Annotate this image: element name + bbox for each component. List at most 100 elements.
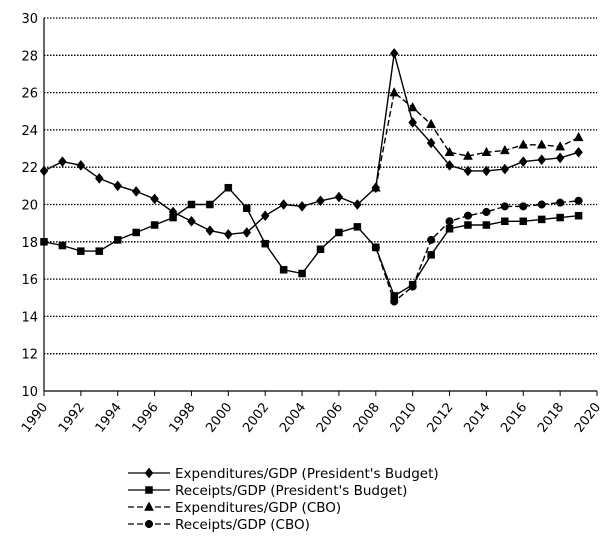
data-point: [334, 191, 344, 203]
data-point: [463, 211, 473, 220]
legend-item: Expenditures/GDP (CBO): [128, 500, 341, 516]
data-point: [499, 144, 510, 155]
legend-label: Expenditures/GDP (President's Budget): [175, 466, 439, 482]
data-point: [537, 154, 547, 166]
x-tick-label: 2008: [351, 400, 383, 435]
grid-lines: [44, 17, 597, 355]
data-point: [407, 101, 418, 112]
legend-label: Expenditures/GDP (CBO): [175, 500, 341, 516]
data-point: [279, 199, 288, 210]
data-point: [224, 228, 233, 240]
data-point: [555, 141, 566, 151]
data-point: [537, 200, 546, 209]
data-point: [316, 245, 325, 254]
x-tick-label: 2006: [314, 400, 346, 435]
data-point: [574, 146, 583, 158]
data-point: [500, 163, 510, 175]
data-point: [536, 139, 547, 149]
legend-item: Receipts/GDP (President's Budget): [128, 483, 407, 499]
data-point: [445, 217, 454, 226]
series-line: [375, 91, 579, 188]
x-tick-label: 1998: [166, 400, 198, 435]
legend-marker: [144, 501, 154, 511]
y-tick-label: 22: [21, 161, 38, 176]
x-tick-label: 2004: [277, 400, 309, 435]
data-point: [556, 198, 565, 207]
legend-item: Expenditures/GDP (President's Budget): [128, 466, 439, 482]
data-point: [353, 223, 362, 231]
data-point: [445, 224, 454, 233]
series-line: [43, 53, 579, 236]
y-tick-label: 28: [21, 49, 38, 64]
data-point: [58, 156, 67, 168]
data-point: [445, 159, 454, 171]
x-tick-label: 2020: [572, 400, 602, 435]
data-point: [131, 186, 141, 197]
data-point: [224, 183, 233, 192]
x-tick-labels: 1990 1992 1994 1996 1998 2000 2002 2004 2006 2008…: [19, 400, 602, 435]
legend-label: Receipts/GDP (President's Budget): [175, 483, 407, 499]
series-square: [40, 183, 583, 300]
data-point: [573, 131, 584, 142]
data-point: [426, 118, 437, 129]
legend: Expenditures/GDP (President's Budget)Rec…: [128, 466, 439, 533]
y-tick-labels: 10 12 14 16 18 20 22 24 26 28 30: [21, 12, 38, 400]
x-tick-label: 2016: [498, 400, 530, 435]
data-point: [77, 247, 85, 255]
x-tick-label: 2002: [240, 400, 272, 435]
data-point: [113, 180, 123, 192]
data-point: [39, 165, 49, 177]
data-point: [76, 159, 86, 171]
x-tick-label: 2000: [203, 400, 235, 435]
data-point: [390, 297, 399, 306]
data-point: [482, 207, 491, 217]
legend-marker: [144, 467, 154, 479]
data-point: [243, 204, 251, 212]
data-point: [501, 217, 509, 226]
data-point: [316, 195, 325, 207]
data-point: [482, 221, 491, 229]
data-point: [113, 236, 122, 244]
y-tick-label: 24: [21, 124, 38, 139]
data-point: [132, 228, 140, 237]
x-tick-label: 1992: [56, 400, 88, 435]
y-tick-label: 10: [21, 385, 38, 400]
series-diamond: [39, 48, 583, 240]
y-tick-label: 18: [21, 236, 38, 251]
data-point: [426, 137, 436, 149]
data-point: [40, 238, 48, 246]
axes: [43, 18, 598, 396]
data-point: [205, 225, 215, 237]
data-point: [556, 213, 564, 222]
data-point: [574, 196, 583, 205]
x-tick-label: 2010: [388, 400, 420, 435]
data-point: [444, 146, 455, 157]
data-point: [260, 210, 270, 222]
data-point: [500, 202, 509, 211]
y-tick-label: 12: [21, 348, 38, 363]
data-point: [150, 193, 159, 205]
data-point: [298, 269, 306, 278]
data-point: [519, 202, 528, 211]
data-point: [335, 228, 343, 237]
data-point: [371, 243, 380, 252]
y-tick-label: 14: [21, 310, 38, 325]
data-point: [408, 282, 417, 291]
data-point: [518, 156, 528, 168]
data-point: [519, 217, 528, 226]
y-tick-label: 30: [21, 12, 38, 27]
series-triangle: [370, 87, 584, 192]
data-point: [427, 251, 435, 259]
series-line: [375, 200, 579, 303]
data-point: [481, 146, 492, 157]
y-tick-label: 26: [21, 87, 38, 102]
legend-item: Receipts/GDP (CBO): [128, 517, 310, 533]
data-point: [297, 200, 307, 212]
series-circle: [371, 196, 583, 306]
x-tick-label: 1990: [19, 400, 51, 435]
data-point: [94, 172, 104, 184]
legend-label: Receipts/GDP (CBO): [175, 517, 310, 533]
legend-marker: [144, 519, 154, 529]
x-tick-label: 2018: [535, 400, 567, 435]
